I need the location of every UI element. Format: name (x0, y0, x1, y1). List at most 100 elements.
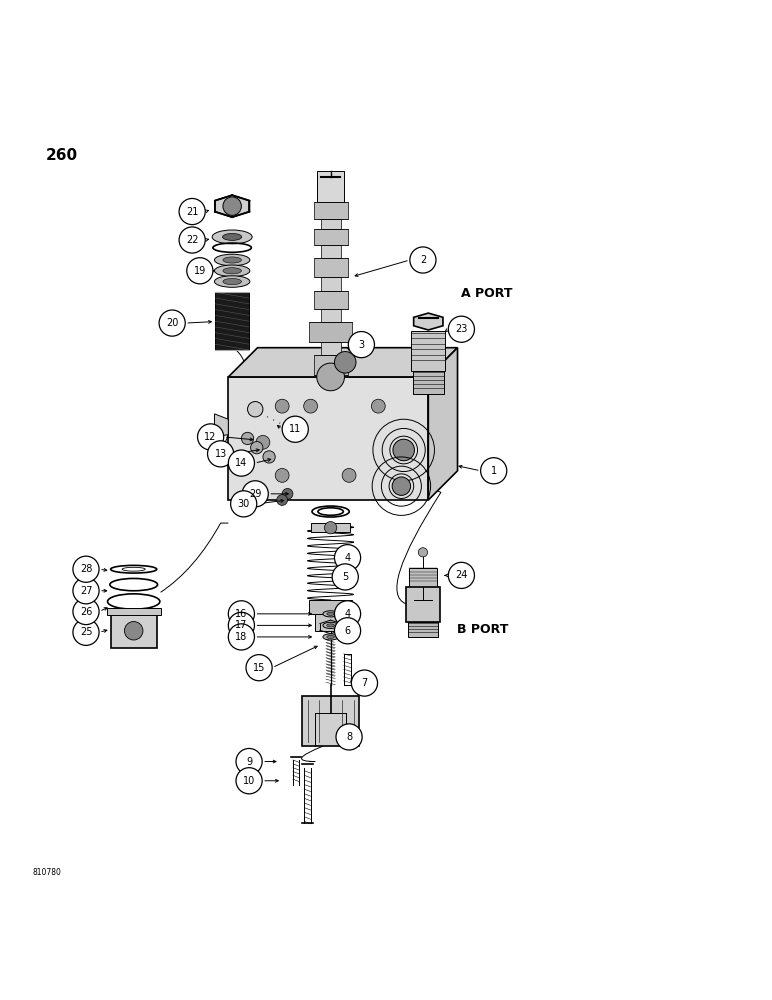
Text: 260: 260 (46, 148, 78, 163)
Text: 1: 1 (491, 466, 496, 476)
Text: 8: 8 (346, 732, 352, 742)
Text: 24: 24 (455, 570, 468, 580)
Ellipse shape (323, 622, 338, 628)
Circle shape (336, 724, 362, 750)
Text: 27: 27 (80, 586, 92, 596)
Circle shape (179, 227, 205, 253)
Text: 22: 22 (186, 235, 198, 245)
Text: 5: 5 (342, 572, 348, 582)
Bar (320, 342, 340, 355)
Circle shape (251, 442, 263, 454)
Circle shape (276, 399, 289, 413)
Bar (320, 277, 340, 291)
Bar (317, 171, 344, 202)
Circle shape (187, 258, 213, 284)
Bar (409, 568, 437, 587)
Bar (413, 371, 444, 394)
Bar (411, 331, 445, 371)
Text: 4: 4 (344, 553, 350, 563)
Text: 13: 13 (215, 449, 227, 459)
Ellipse shape (212, 230, 252, 244)
Text: 4: 4 (344, 609, 350, 619)
Text: 19: 19 (194, 266, 206, 276)
Text: B PORT: B PORT (457, 623, 508, 636)
Circle shape (393, 439, 415, 461)
Circle shape (229, 612, 255, 638)
Bar (320, 245, 340, 258)
Text: 14: 14 (235, 458, 248, 468)
Circle shape (229, 624, 255, 650)
Circle shape (223, 197, 242, 215)
Text: 6: 6 (344, 626, 350, 636)
Text: A PORT: A PORT (462, 287, 513, 300)
Circle shape (73, 556, 99, 582)
Circle shape (231, 491, 257, 517)
Circle shape (242, 481, 269, 507)
Circle shape (263, 451, 276, 463)
Text: 11: 11 (289, 424, 301, 434)
Text: 28: 28 (80, 564, 92, 574)
Text: 15: 15 (253, 663, 266, 673)
Circle shape (208, 441, 234, 467)
Ellipse shape (327, 612, 334, 615)
Text: 7: 7 (361, 678, 367, 688)
Text: 12: 12 (205, 432, 217, 442)
Bar (309, 322, 352, 342)
Ellipse shape (323, 634, 338, 640)
Bar (110, 614, 157, 648)
Text: 25: 25 (80, 627, 92, 637)
Bar (302, 696, 360, 746)
Ellipse shape (222, 233, 242, 240)
Bar (309, 600, 352, 614)
Polygon shape (414, 313, 443, 330)
Circle shape (179, 198, 205, 225)
Circle shape (246, 655, 273, 681)
Circle shape (334, 545, 361, 571)
Circle shape (334, 618, 361, 644)
Text: 2: 2 (420, 255, 426, 265)
Circle shape (282, 416, 308, 442)
Circle shape (332, 564, 358, 590)
Text: 29: 29 (249, 489, 262, 499)
Text: 10: 10 (243, 776, 256, 786)
Text: 16: 16 (235, 609, 248, 619)
Circle shape (351, 670, 378, 696)
Circle shape (303, 399, 317, 413)
Bar (215, 292, 249, 350)
Circle shape (481, 458, 506, 484)
Polygon shape (215, 414, 229, 437)
Polygon shape (229, 348, 458, 377)
Circle shape (334, 601, 361, 627)
Text: 810780: 810780 (32, 868, 61, 877)
Ellipse shape (223, 268, 242, 274)
Bar (313, 229, 347, 245)
Circle shape (236, 768, 262, 794)
Circle shape (348, 332, 374, 358)
Bar (229, 377, 428, 500)
Text: 26: 26 (80, 607, 92, 617)
Circle shape (198, 424, 224, 450)
Text: 23: 23 (455, 324, 468, 334)
Circle shape (392, 477, 411, 495)
Circle shape (256, 435, 270, 449)
Text: 9: 9 (246, 757, 252, 767)
Ellipse shape (327, 624, 334, 627)
Text: 21: 21 (186, 207, 198, 217)
Bar (320, 309, 340, 322)
Circle shape (276, 468, 289, 482)
Circle shape (418, 548, 428, 557)
Text: 17: 17 (235, 620, 248, 630)
Ellipse shape (223, 278, 242, 285)
Circle shape (410, 247, 436, 273)
Circle shape (449, 316, 475, 342)
Circle shape (73, 619, 99, 645)
Bar (408, 622, 438, 637)
Text: 18: 18 (235, 632, 248, 642)
Ellipse shape (215, 276, 250, 287)
Bar (107, 608, 161, 615)
Circle shape (449, 562, 475, 588)
Circle shape (159, 310, 185, 336)
Bar (313, 355, 347, 375)
Text: 30: 30 (238, 499, 250, 509)
Circle shape (371, 399, 385, 413)
